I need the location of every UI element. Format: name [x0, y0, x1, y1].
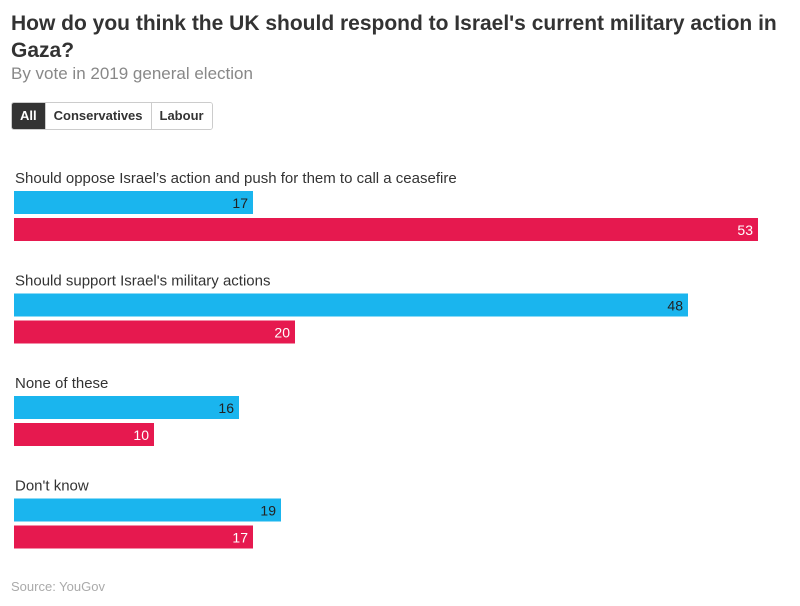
bar-labour — [14, 423, 154, 446]
bar-conservatives — [14, 191, 253, 214]
value-label-labour: 17 — [232, 530, 248, 546]
value-label-conservatives: 19 — [260, 503, 276, 519]
bar-labour — [14, 218, 758, 241]
category-label: None of these — [15, 375, 108, 392]
bar-labour — [14, 320, 295, 344]
chart-subtitle: By vote in 2019 general election — [11, 64, 253, 83]
value-label-labour: 10 — [133, 427, 149, 443]
bar-conservatives — [14, 396, 239, 419]
category-label: Should support Israel's military actions — [15, 273, 270, 290]
category-label: Should oppose Israel’s action and push f… — [15, 170, 457, 187]
value-label-conservatives: 16 — [218, 400, 234, 416]
tab-labour[interactable]: Labour — [150, 103, 212, 129]
value-label-conservatives: 17 — [232, 195, 248, 211]
tab-all[interactable]: All — [12, 103, 45, 129]
bar-labour — [14, 525, 253, 549]
value-label-conservatives: 48 — [667, 298, 683, 314]
value-label-labour: 53 — [737, 222, 753, 238]
value-label-labour: 20 — [274, 325, 290, 341]
bar-conservatives — [14, 498, 281, 522]
chart-title: How do you think the UK should respond t… — [11, 12, 777, 62]
bar-conservatives — [14, 293, 688, 317]
category-label: Don't know — [15, 478, 89, 495]
source-note: Source: YouGov — [11, 579, 105, 594]
filter-tabs: All Conservatives Labour — [11, 102, 213, 130]
tab-conservatives[interactable]: Conservatives — [44, 103, 151, 129]
